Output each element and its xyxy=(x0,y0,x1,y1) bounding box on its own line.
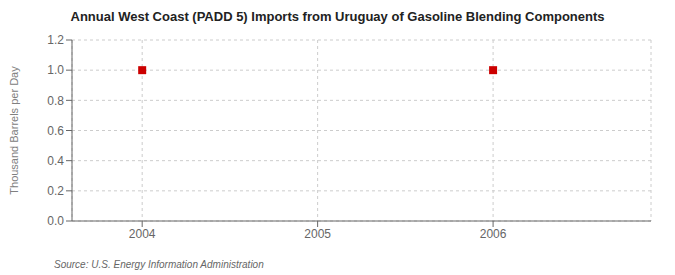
html-text:Source: U.S. Energy Informatio: Source: U.S. Energy Information Administ… xyxy=(54,258,264,270)
svg-text:2004: 2004 xyxy=(129,227,156,241)
svg-text:0.2: 0.2 xyxy=(47,184,64,198)
svg-text:0.4: 0.4 xyxy=(47,154,64,168)
svg-text:Thousand Barrels per Day: Thousand Barrels per Day xyxy=(8,66,20,195)
svg-text:0.8: 0.8 xyxy=(47,94,64,108)
html-text:Annual West Coast (PADD 5) Imp: Annual West Coast (PADD 5) Imports from … xyxy=(70,8,605,24)
svg-text:0.6: 0.6 xyxy=(47,124,64,138)
svg-text:1.2: 1.2 xyxy=(47,33,64,47)
svg-text:1.0: 1.0 xyxy=(47,63,64,77)
svg-text:2006: 2006 xyxy=(480,227,507,241)
svg-text:0.0: 0.0 xyxy=(47,214,64,228)
svg-text:2005: 2005 xyxy=(304,227,331,241)
